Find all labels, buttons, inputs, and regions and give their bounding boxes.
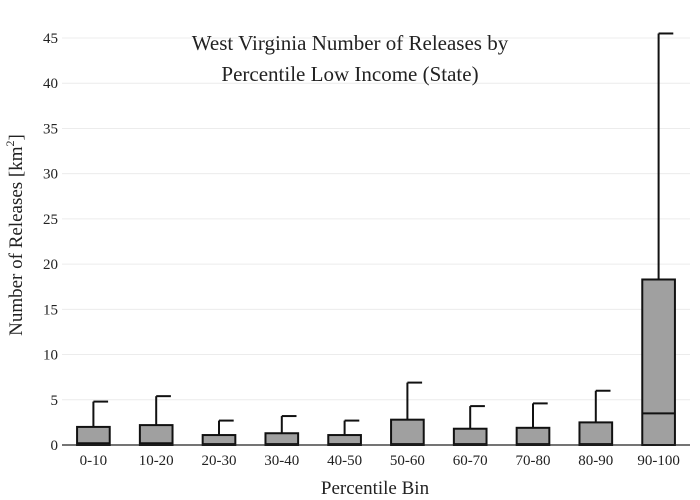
box-70-80: [515, 402, 551, 446]
y-tick-label: 15: [43, 302, 58, 318]
x-axis-label: Percentile Bin: [321, 478, 430, 499]
y-tick-label: 25: [43, 212, 58, 228]
y-tick-labels: 0 5 10 15 20 25 30 35 40 45: [43, 31, 58, 454]
y-axis-label-superscript: 2: [3, 140, 17, 146]
x-tick-label: 60-70: [453, 453, 488, 469]
y-tick-label: 20: [43, 257, 58, 273]
gridlines: [62, 37, 690, 446]
box-rect: [138, 424, 174, 447]
box-rect: [452, 427, 488, 447]
box-rect: [641, 278, 676, 446]
chart-title-line-1: West Virginia Number of Releases by: [192, 31, 509, 55]
y-tick-label: 10: [43, 348, 58, 364]
y-tick-label: 0: [51, 438, 59, 454]
x-tick-label: 80-90: [578, 453, 613, 469]
box-60-70: [452, 405, 488, 447]
boxes: [76, 32, 676, 447]
x-tick-label: 0-10: [80, 453, 108, 469]
y-tick-label: 5: [51, 393, 59, 409]
box-90-100: [641, 32, 676, 446]
x-tick-label: 10-20: [139, 453, 174, 469]
box-50-60: [390, 381, 425, 447]
x-tick-label: 50-60: [390, 453, 425, 469]
x-tick-label: 70-80: [516, 453, 551, 469]
x-tick-labels: 0-10 10-20 20-30 30-40 40-50 50-60 60-70 70-80 8…: [80, 453, 680, 469]
box-rect: [515, 426, 551, 446]
x-tick-label: 40-50: [327, 453, 362, 469]
x-tick-label: 20-30: [202, 453, 237, 469]
y-axis-label-close: ]: [6, 134, 27, 140]
y-tick-label: 45: [43, 31, 58, 47]
box-10-20: [138, 395, 174, 447]
x-tick-label: 30-40: [264, 453, 299, 469]
box-20-30: [201, 419, 237, 447]
y-tick-label: 35: [43, 121, 58, 137]
y-axis-label: Number of Releases [km2]: [3, 134, 27, 336]
y-tick-label: 30: [43, 167, 58, 183]
box-rect: [390, 418, 425, 447]
chart-title-line-2: Percentile Low Income (State): [221, 62, 478, 86]
y-axis-label-main: Number of Releases [km: [6, 146, 27, 336]
box-rect: [578, 421, 614, 446]
y-tick-label: 40: [43, 76, 58, 92]
box-30-40: [264, 415, 300, 446]
x-tick-label: 90-100: [637, 453, 680, 469]
box-80-90: [578, 389, 614, 446]
box-0-10: [76, 400, 111, 446]
box-40-50: [327, 419, 362, 447]
